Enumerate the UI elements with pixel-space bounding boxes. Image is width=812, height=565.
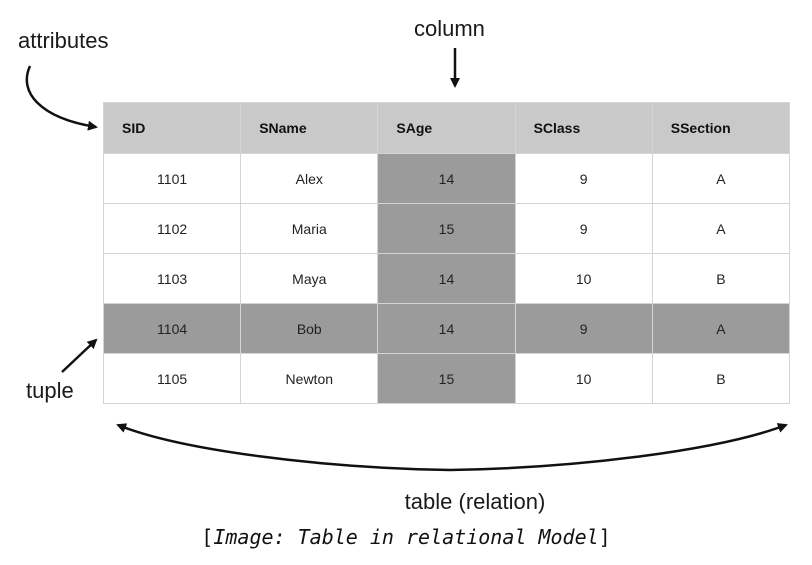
- cell-sname: Bob: [240, 303, 379, 354]
- cell-ssection: A: [651, 303, 791, 354]
- cell-ssection: A: [651, 153, 791, 204]
- figure-caption: [Image: Table in relational Model]: [0, 525, 812, 549]
- tuple-row: 1101 Alex 14 9 A: [102, 153, 791, 204]
- cell-sname: Maya: [240, 253, 379, 304]
- cell-sage: 15: [377, 353, 516, 404]
- header-sname: SName: [240, 102, 379, 154]
- tuple-arrow-icon: [61, 338, 98, 373]
- cell-ssection: B: [651, 253, 791, 304]
- caption-close-bracket: ]: [598, 525, 611, 549]
- header-ssection: SSection: [651, 102, 791, 154]
- cell-sage: 14: [377, 153, 516, 204]
- tuple-row: 1103 Maya 14 10 B: [102, 253, 791, 304]
- table-span-arrow-icon: [449, 423, 788, 472]
- attribute-header-row: SID SName SAge SClass SSection: [102, 102, 791, 154]
- caption-open-bracket: [: [201, 525, 214, 549]
- cell-sclass: 10: [514, 353, 653, 404]
- relation-table: SID SName SAge SClass SSection 1101 Alex…: [102, 102, 791, 404]
- cell-sid: 1103: [102, 253, 242, 304]
- cell-sclass: 10: [514, 253, 653, 304]
- cell-sname: Alex: [240, 153, 379, 204]
- header-sclass: SClass: [514, 102, 653, 154]
- cell-ssection: B: [651, 353, 791, 404]
- highlighted-tuple-row: 1104 Bob 14 9 A: [102, 303, 791, 354]
- attributes-label: attributes: [18, 28, 109, 53]
- cell-sid: 1105: [102, 353, 242, 404]
- cell-sid: 1104: [102, 303, 242, 354]
- header-sage: SAge: [377, 102, 516, 154]
- table-relation-label: table (relation): [404, 489, 546, 514]
- cell-sid: 1101: [102, 153, 242, 204]
- column-label: column: [414, 16, 485, 41]
- attributes-arrow-icon: [25, 65, 98, 131]
- cell-sname: Newton: [240, 353, 379, 404]
- table-span-arrow-icon: [116, 423, 451, 472]
- cell-sage: 14: [377, 253, 516, 304]
- cell-sclass: 9: [514, 303, 653, 354]
- tuple-label: tuple: [26, 378, 74, 403]
- cell-sname: Maria: [240, 203, 379, 254]
- caption-text: Image: Table in relational Model: [213, 525, 599, 549]
- cell-sage: 14: [377, 303, 516, 354]
- tuple-row: 1105 Newton 15 10 B: [102, 353, 791, 404]
- header-sid: SID: [102, 102, 242, 154]
- cell-sage: 15: [377, 203, 516, 254]
- cell-sclass: 9: [514, 203, 653, 254]
